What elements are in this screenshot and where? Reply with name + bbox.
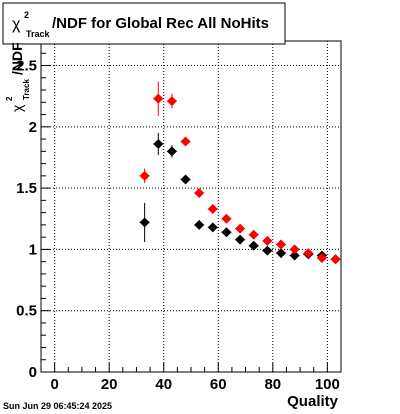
data-point (276, 248, 286, 259)
x-tick-label: 40 (155, 376, 172, 393)
ylabel-subscript: Track (22, 79, 31, 100)
ylabel-chi-symbol: χ (9, 104, 25, 112)
data-point (248, 240, 259, 251)
x-tick-label: 80 (264, 376, 281, 393)
series-1 (139, 81, 341, 265)
data-point (289, 250, 300, 261)
data-point (153, 93, 164, 104)
plot-frame (40, 40, 342, 373)
y-tick-label: 0 (29, 364, 37, 381)
x-axis-label: Quality (287, 393, 339, 410)
y-tick-label: 0.5 (16, 303, 37, 320)
data-point (166, 96, 177, 107)
data-point (289, 244, 300, 255)
data-point (180, 174, 191, 185)
data-series (139, 81, 341, 265)
timestamp-label: Sun Jun 29 06:45:24 2025 (3, 401, 112, 411)
data-point (207, 222, 218, 233)
data-point (276, 239, 286, 250)
data-point (248, 229, 259, 240)
data-point (139, 170, 150, 181)
data-point (194, 219, 205, 230)
ylabel-text: /NDF (9, 42, 25, 75)
data-point (139, 217, 150, 228)
y-axis-label: χ 2 Track /NDF (5, 42, 31, 112)
title-chi-symbol: χ (12, 16, 21, 33)
title-subscript: Track (26, 29, 51, 39)
data-point (194, 188, 205, 199)
x-tick-label: 100 (315, 376, 340, 393)
x-tick-label: 20 (101, 376, 118, 393)
data-point (262, 235, 273, 246)
y-tick-label: 1 (29, 241, 37, 258)
axis-ticks (40, 40, 342, 373)
chart-title: /NDF for Global Rec All NoHits (52, 15, 269, 32)
data-point (316, 252, 327, 263)
title-box-border (2, 2, 286, 45)
x-tick-label: 60 (210, 376, 227, 393)
data-point (235, 223, 246, 234)
y-tick-label: 1.5 (16, 180, 37, 197)
data-point (153, 138, 164, 149)
tick-labels: 0 20 40 60 80 100 0 0.5 1 1.5 2 2.5 (16, 58, 340, 393)
data-point (166, 146, 177, 157)
ylabel-superscript: 2 (5, 96, 14, 101)
data-point (180, 136, 191, 147)
data-point (330, 254, 341, 265)
data-point (221, 227, 232, 238)
y-tick-label: 2.5 (16, 58, 37, 75)
data-point (303, 248, 314, 259)
title-superscript: 2 (24, 10, 29, 20)
y-tick-label: 2 (29, 119, 37, 136)
chart-title-box: χ 2 Track /NDF for Global Rec All NoHits (2, 2, 286, 45)
data-point (235, 234, 246, 245)
data-point (221, 213, 232, 224)
data-point (207, 203, 218, 214)
data-point (262, 245, 273, 256)
x-tick-label: 0 (50, 376, 58, 393)
